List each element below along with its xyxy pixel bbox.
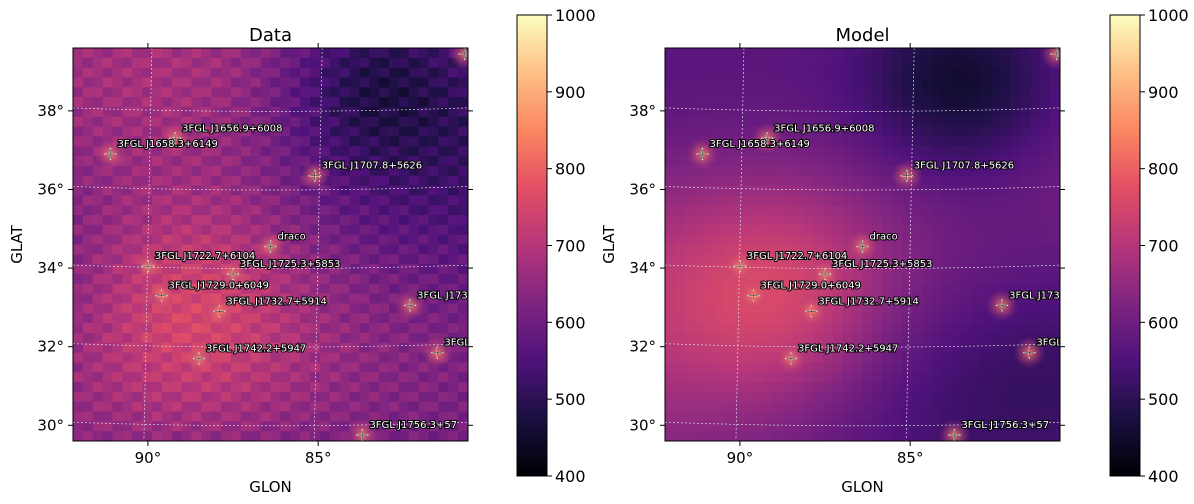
panel-title: Data bbox=[249, 25, 292, 46]
grid-line-lat bbox=[73, 264, 468, 269]
source-label: 3FGL J1733 bbox=[1009, 290, 1066, 301]
source-label: 3FGL J1656.9+6008 bbox=[774, 123, 874, 134]
y-tick-label: 34° bbox=[37, 259, 64, 277]
source-label: draco bbox=[870, 231, 898, 242]
grid-line-lon bbox=[143, 48, 153, 441]
colorbar-tick-label: 1000 bbox=[1148, 6, 1189, 25]
x-tick-label: 85° bbox=[305, 449, 332, 467]
source-label: 3FGL J1732.7+5914 bbox=[226, 296, 326, 307]
y-tick-label: 32° bbox=[629, 338, 656, 356]
source-label: 3FGL J1725.3+5853 bbox=[240, 259, 340, 270]
x-tick-label: 85° bbox=[897, 449, 924, 467]
grid-line-lon bbox=[1076, 48, 1084, 441]
y-tick-label: 30° bbox=[629, 416, 656, 434]
grid-line-lat bbox=[665, 421, 1060, 427]
colorbar-tick-label: 800 bbox=[1148, 160, 1179, 179]
y-tick-label: 30° bbox=[37, 416, 64, 434]
x-tick-label: 90° bbox=[727, 449, 754, 467]
grid-line-lon bbox=[313, 48, 323, 441]
panel-data: 3FGL J1656.9+6008 3FGL J1658.3+6149 3FGL J… bbox=[8, 25, 492, 496]
source-label: 3FGL bbox=[1036, 338, 1062, 349]
source-label: 3FGL J1742.2+5947 bbox=[798, 343, 898, 354]
source-label: draco bbox=[278, 231, 306, 242]
grid-line-lat bbox=[73, 107, 468, 112]
panel-model: 3FGL J1656.9+6008 3FGL J1658.3+6149 3FGL J… bbox=[600, 25, 1084, 496]
grid-line-lat bbox=[73, 343, 468, 348]
heatmap-image bbox=[665, 48, 1060, 441]
plot-frame bbox=[664, 47, 1061, 442]
panel-title: Model bbox=[835, 25, 889, 46]
source-label: 3FGL J1722.7+6104 bbox=[155, 251, 255, 262]
colorbar-data: 400 500 600 700 800 900 1000 bbox=[516, 6, 596, 486]
grid-line-lat bbox=[73, 186, 468, 191]
grid-line-lat bbox=[665, 264, 1060, 269]
colorbar-tick-label: 400 bbox=[1148, 467, 1179, 486]
colorbar-tick-label: 700 bbox=[555, 237, 586, 256]
grid-line-lat bbox=[73, 421, 468, 427]
colorbar-tick-label: 900 bbox=[555, 83, 586, 102]
source-label: 3FGL J1732.7+5914 bbox=[818, 296, 918, 307]
y-tick-label: 36° bbox=[629, 180, 656, 198]
grid bbox=[665, 48, 1084, 441]
colorbar-tick-label: 400 bbox=[555, 467, 586, 486]
source-label: 3FGL J1722.7+6104 bbox=[747, 251, 847, 262]
grid bbox=[73, 48, 492, 441]
y-tick-label: 38° bbox=[629, 102, 656, 120]
y-tick-label: 38° bbox=[37, 102, 64, 120]
y-axis-label: GLAT bbox=[600, 224, 618, 263]
grid-line-lon bbox=[484, 48, 492, 441]
source-label: 3FGL J1742.2+5947 bbox=[206, 343, 306, 354]
heatmap-image bbox=[73, 48, 468, 441]
plot-frame bbox=[72, 47, 469, 442]
source-label: 3FGL J1733 bbox=[417, 290, 474, 301]
x-axis-label: GLON bbox=[249, 478, 291, 496]
grid-line-lon bbox=[905, 48, 915, 441]
source-label: 3FGL J1756.3+57 bbox=[961, 420, 1049, 431]
source-label: 3FGL J1729.0+6049 bbox=[761, 281, 861, 292]
colorbar-gradient bbox=[516, 14, 548, 477]
colorbar-gradient bbox=[1109, 14, 1141, 477]
sources: 3FGL J1656.9+6008 3FGL J1658.3+6149 3FGL J… bbox=[104, 48, 474, 441]
colorbar-tick-label: 900 bbox=[1148, 83, 1179, 102]
source-label: 3FGL J1658.3+6149 bbox=[117, 139, 217, 150]
grid-line-lat bbox=[665, 186, 1060, 191]
x-tick-label: 90° bbox=[135, 449, 162, 467]
y-tick-label: 34° bbox=[629, 259, 656, 277]
colorbar-tick-label: 600 bbox=[1148, 313, 1179, 332]
colorbar-tick-label: 500 bbox=[555, 390, 586, 409]
colorbar-tick-label: 1000 bbox=[555, 6, 596, 25]
colorbar-model: 400 500 600 700 800 900 1000 bbox=[1109, 6, 1189, 486]
grid-line-lat bbox=[665, 343, 1060, 348]
source-label: 3FGL J1729.0+6049 bbox=[169, 281, 269, 292]
colorbar-tick-label: 500 bbox=[1148, 390, 1179, 409]
source-label: 3FGL J1658.3+6149 bbox=[709, 139, 809, 150]
y-axis-label: GLAT bbox=[8, 224, 26, 263]
source-label: 3FGL bbox=[444, 338, 470, 349]
source-label: 3FGL J1725.3+5853 bbox=[832, 259, 932, 270]
colorbar-tick-label: 700 bbox=[1148, 237, 1179, 256]
source-label: 3FGL J1756.3+57 bbox=[369, 420, 457, 431]
source-label: 3FGL J1656.9+6008 bbox=[182, 123, 282, 134]
x-axis-label: GLON bbox=[841, 478, 883, 496]
grid-line-lon bbox=[735, 48, 745, 441]
y-tick-label: 36° bbox=[37, 180, 64, 198]
source-label: 3FGL J1707.8+5626 bbox=[322, 161, 422, 172]
sources: 3FGL J1656.9+6008 3FGL J1658.3+6149 3FGL J… bbox=[696, 48, 1066, 441]
colorbar-tick-label: 800 bbox=[555, 160, 586, 179]
source-label: 3FGL J1707.8+5626 bbox=[914, 161, 1014, 172]
y-tick-label: 32° bbox=[37, 338, 64, 356]
grid-line-lat bbox=[665, 107, 1060, 112]
colorbar-tick-label: 600 bbox=[555, 313, 586, 332]
